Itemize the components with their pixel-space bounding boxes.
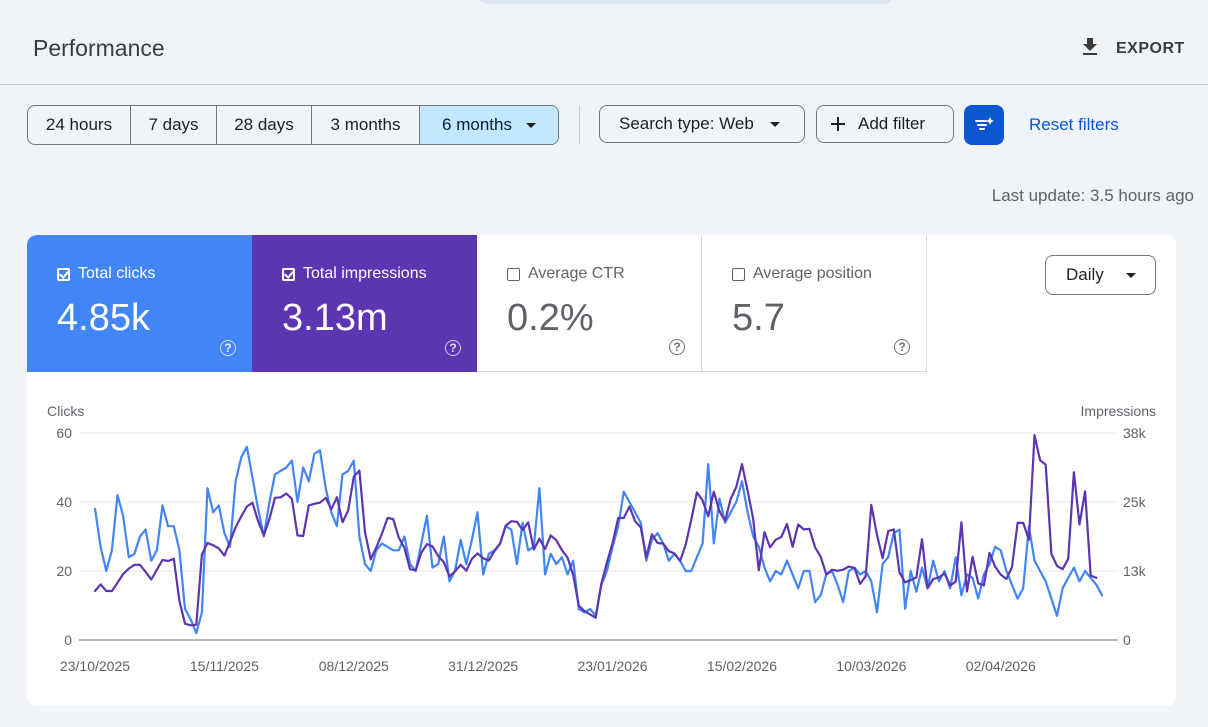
range-6-months-label: 6 months: [442, 115, 512, 134]
export-label: EXPORT: [1116, 40, 1185, 57]
metric-total-impressions[interactable]: Total impressions 3.13m ?: [252, 235, 477, 372]
y-left-tick-label: 0: [64, 632, 72, 648]
checkbox-checked-icon: [282, 267, 295, 281]
metric-value: 3.13m: [282, 297, 388, 339]
y-left-tick-label: 20: [56, 563, 72, 579]
help-circle-icon[interactable]: ?: [669, 339, 685, 355]
metric-label: Total clicks: [78, 265, 156, 282]
y-right-tick-label: 25k: [1123, 494, 1147, 510]
page-title: Performance: [33, 35, 165, 61]
granularity-label: Daily: [1066, 265, 1104, 284]
chevron-down-icon: [1125, 272, 1136, 278]
metric-label: Average CTR: [528, 265, 625, 282]
x-tick-label: 15/11/2025: [190, 658, 259, 674]
x-tick-label: 02/04/2026: [966, 658, 1036, 674]
metric-value: 4.85k: [57, 297, 150, 339]
search-type-label: Search type: Web: [619, 114, 754, 133]
y-left-tick-label: 60: [56, 425, 72, 441]
y-left-axis-label: Clicks: [47, 403, 84, 419]
y-right-tick-label: 38k: [1123, 425, 1147, 441]
x-tick-label: 08/12/2025: [319, 658, 389, 674]
filter-sparkle-icon: [973, 114, 995, 136]
y-right-tick-label: 0: [1123, 632, 1131, 648]
x-tick-label: 15/02/2026: [707, 658, 777, 674]
range-6-months[interactable]: 6 months: [420, 106, 558, 144]
page-header: Performance EXPORT: [0, 0, 1208, 85]
range-28-days[interactable]: 28 days: [217, 106, 312, 144]
reset-filters-link[interactable]: Reset filters: [1029, 115, 1119, 134]
x-tick-label: 10/03/2026: [836, 658, 906, 674]
checkbox-checked-icon: [57, 267, 70, 281]
y-right-tick-label: 13k: [1123, 563, 1147, 579]
metric-average-ctr[interactable]: Average CTR 0.2% ?: [477, 235, 702, 372]
chevron-down-icon: [769, 121, 780, 127]
chevron-down-icon: [525, 122, 536, 128]
range-7-days[interactable]: 7 days: [131, 106, 217, 144]
metric-average-position[interactable]: Average position 5.7 ?: [702, 235, 927, 372]
help-circle-icon[interactable]: ?: [445, 340, 461, 356]
x-tick-label: 23/10/2025: [60, 658, 130, 674]
checkbox-unchecked-icon: [732, 267, 745, 281]
add-filter-label: Add filter: [858, 114, 926, 133]
add-filter-button[interactable]: Add filter: [816, 105, 954, 143]
export-button[interactable]: EXPORT: [1078, 34, 1185, 64]
y-right-axis-label: Impressions: [1081, 403, 1156, 419]
toolbar-divider: [579, 106, 580, 144]
metric-label: Average position: [753, 265, 872, 282]
range-3-months[interactable]: 3 months: [312, 106, 420, 144]
series-line-impressions: [93, 434, 1098, 627]
metric-value: 0.2%: [507, 297, 594, 339]
plus-icon: [829, 115, 847, 133]
range-24-hours[interactable]: 24 hours: [28, 106, 131, 144]
performance-chart: 0 0 20 13k 40 25k 60 38k Clicks Impressions 23/10/…: [47, 403, 1156, 674]
help-circle-icon[interactable]: ?: [220, 340, 236, 356]
x-tick-label: 23/01/2026: [578, 658, 648, 674]
help-circle-icon[interactable]: ?: [894, 339, 910, 355]
checkbox-unchecked-icon: [507, 267, 520, 281]
metric-total-clicks[interactable]: Total clicks 4.85k ?: [27, 235, 252, 372]
search-type-chip[interactable]: Search type: Web: [599, 105, 805, 143]
metric-value: 5.7: [732, 297, 785, 339]
x-tick-label: 31/12/2025: [448, 658, 518, 674]
filter-settings-button[interactable]: [964, 105, 1004, 145]
metric-label: Total impressions: [303, 265, 427, 282]
download-icon: [1078, 35, 1102, 64]
y-left-tick-label: 40: [56, 494, 72, 510]
granularity-select[interactable]: Daily: [1045, 255, 1156, 295]
last-update-text: Last update: 3.5 hours ago: [991, 186, 1194, 205]
performance-card: Total clicks 4.85k ? Total impressions 3…: [27, 235, 1176, 706]
date-range-group: 24 hours 7 days 28 days 3 months 6 month…: [27, 105, 559, 145]
top-search-pill[interactable]: [478, 0, 893, 4]
